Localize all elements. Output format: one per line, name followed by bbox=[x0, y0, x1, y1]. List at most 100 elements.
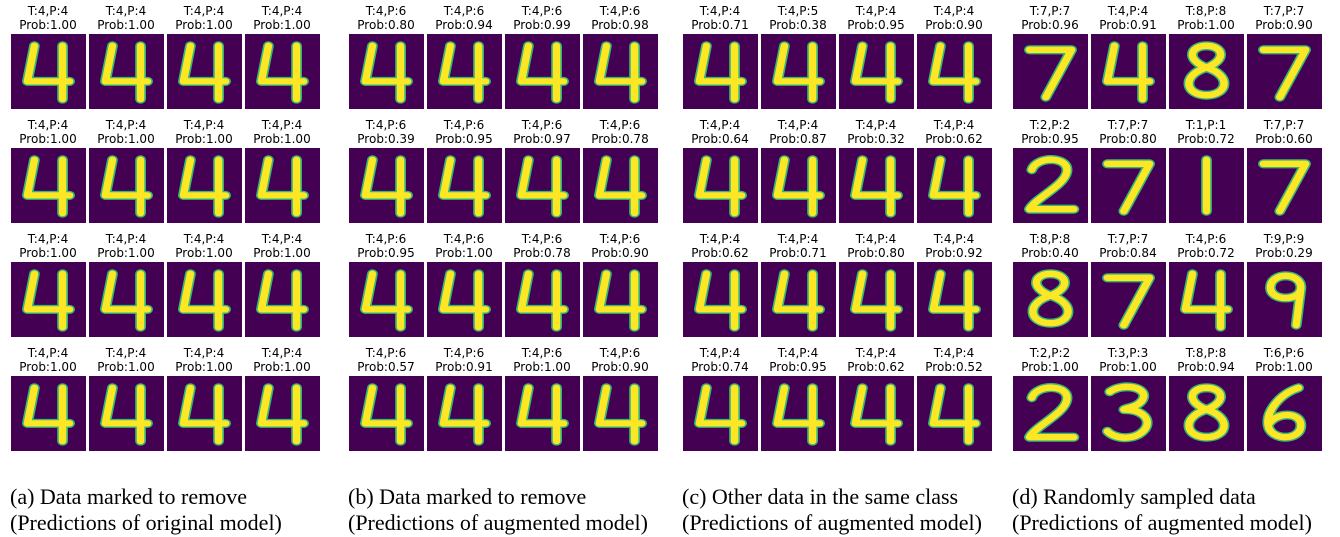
probability-label: Prob:0.90 bbox=[591, 360, 649, 374]
digit-glyph bbox=[594, 155, 647, 218]
probability-label: Prob:0.95 bbox=[435, 132, 493, 146]
true-pred-label: T:4,P:6 bbox=[521, 346, 563, 360]
digit-image bbox=[917, 376, 992, 451]
digit-image bbox=[1013, 376, 1088, 451]
sample-cell: T:6,P:6 Prob:1.00 bbox=[1246, 346, 1322, 452]
digit-glyph bbox=[516, 269, 569, 332]
digit-stroke bbox=[1185, 42, 1228, 99]
digit-image bbox=[245, 148, 320, 223]
probability-label: Prob:1.00 bbox=[97, 132, 155, 146]
sample-cell: T:4,P:6 Prob:1.00 bbox=[504, 346, 580, 452]
sample-cell: T:4,P:4 Prob:0.95 bbox=[838, 4, 914, 110]
digit-image bbox=[683, 376, 758, 451]
digit-glyph bbox=[1024, 155, 1080, 214]
true-pred-label: T:4,P:4 bbox=[933, 4, 975, 18]
caption-line-2: (Predictions of augmented model) bbox=[1012, 510, 1312, 535]
true-pred-label: T:7,P:7 bbox=[1107, 118, 1149, 132]
true-pred-label: T:4,P:4 bbox=[1107, 4, 1149, 18]
digit-stroke bbox=[361, 156, 412, 217]
probability-label: Prob:0.91 bbox=[435, 360, 493, 374]
sample-cell: T:4,P:4 Prob:1.00 bbox=[166, 118, 242, 224]
true-pred-label: T:7,P:7 bbox=[1107, 232, 1149, 246]
probability-label: Prob:1.00 bbox=[1021, 360, 1079, 374]
sample-cell: T:4,P:6 Prob:0.94 bbox=[426, 4, 502, 110]
panel-caption: (b) Data marked to remove (Predictions o… bbox=[348, 484, 648, 536]
digit-glyph bbox=[1183, 41, 1230, 100]
digit-stroke bbox=[361, 270, 412, 331]
digit-stroke bbox=[257, 270, 308, 331]
true-pred-label: T:4,P:6 bbox=[599, 4, 641, 18]
digit-glyph bbox=[928, 383, 981, 446]
probability-label: Prob:1.00 bbox=[97, 360, 155, 374]
true-pred-label: T:4,P:4 bbox=[183, 118, 225, 132]
digit-image bbox=[89, 262, 164, 337]
digit-image bbox=[1169, 34, 1244, 109]
probability-label: Prob:0.29 bbox=[1255, 246, 1313, 260]
sample-cell: T:4,P:4 Prob:1.00 bbox=[166, 232, 242, 338]
digit-stroke bbox=[257, 384, 308, 445]
digit-glyph bbox=[360, 383, 413, 446]
digit-stroke bbox=[23, 156, 74, 217]
sample-cell: T:2,P:2 Prob:1.00 bbox=[1012, 346, 1088, 452]
true-pred-label: T:4,P:4 bbox=[27, 232, 69, 246]
digit-stroke bbox=[1025, 46, 1076, 101]
true-pred-label: T:4,P:4 bbox=[699, 232, 741, 246]
digit-glyph bbox=[516, 383, 569, 446]
digit-glyph bbox=[850, 383, 903, 446]
sample-cell: T:4,P:4 Prob:0.87 bbox=[760, 118, 836, 224]
true-pred-label: T:4,P:4 bbox=[855, 4, 897, 18]
probability-label: Prob:1.00 bbox=[19, 132, 77, 146]
digit-image bbox=[583, 376, 658, 451]
digit-stroke bbox=[1103, 274, 1154, 329]
panel-caption: (a) Data marked to remove (Predictions o… bbox=[10, 484, 282, 536]
digit-stroke bbox=[439, 42, 490, 103]
digit-glyph bbox=[1102, 41, 1155, 104]
true-pred-label: T:4,P:6 bbox=[521, 118, 563, 132]
digit-image bbox=[11, 34, 86, 109]
digit-image bbox=[917, 262, 992, 337]
sample-cell: T:4,P:4 Prob:0.62 bbox=[682, 232, 758, 338]
probability-label: Prob:1.00 bbox=[175, 18, 233, 32]
digit-image bbox=[1247, 262, 1322, 337]
probability-label: Prob:1.00 bbox=[97, 246, 155, 260]
digit-stroke bbox=[695, 156, 746, 217]
digit-glyph bbox=[22, 155, 75, 218]
digit-glyph bbox=[928, 269, 981, 332]
digit-image bbox=[89, 34, 164, 109]
digit-glyph bbox=[360, 155, 413, 218]
digit-image bbox=[683, 34, 758, 109]
digit-stroke bbox=[929, 270, 980, 331]
true-pred-label: T:4,P:4 bbox=[699, 4, 741, 18]
digit-stroke bbox=[257, 156, 308, 217]
sample-cell: T:7,P:7 Prob:0.60 bbox=[1246, 118, 1322, 224]
true-pred-label: T:4,P:4 bbox=[699, 118, 741, 132]
digit-stroke bbox=[1185, 384, 1228, 441]
sample-cell: T:4,P:6 Prob:0.91 bbox=[426, 346, 502, 452]
true-pred-label: T:4,P:4 bbox=[261, 232, 303, 246]
probability-label: Prob:0.91 bbox=[1099, 18, 1157, 32]
digit-glyph bbox=[256, 383, 309, 446]
sample-cell: T:4,P:4 Prob:1.00 bbox=[166, 4, 242, 110]
digit-image bbox=[583, 34, 658, 109]
digit-image bbox=[167, 262, 242, 337]
digit-glyph bbox=[438, 269, 491, 332]
digit-glyph bbox=[772, 155, 825, 218]
probability-label: Prob:0.98 bbox=[591, 18, 649, 32]
probability-label: Prob:0.71 bbox=[769, 246, 827, 260]
digit-glyph bbox=[694, 383, 747, 446]
sample-cell: T:4,P:4 Prob:1.00 bbox=[244, 118, 320, 224]
digit-stroke bbox=[695, 270, 746, 331]
digit-stroke bbox=[929, 156, 980, 217]
digit-glyph bbox=[1102, 273, 1155, 330]
digit-stroke bbox=[695, 384, 746, 445]
digit-stroke bbox=[179, 384, 230, 445]
digit-stroke bbox=[929, 42, 980, 103]
probability-label: Prob:1.00 bbox=[1177, 18, 1235, 32]
probability-label: Prob:1.00 bbox=[253, 360, 311, 374]
sample-cell: T:4,P:6 Prob:0.95 bbox=[348, 232, 424, 338]
sample-cell: T:7,P:7 Prob:0.90 bbox=[1246, 4, 1322, 110]
digit-stroke bbox=[1264, 384, 1305, 441]
probability-label: Prob:0.52 bbox=[925, 360, 983, 374]
digit-stroke bbox=[929, 384, 980, 445]
probability-label: Prob:0.72 bbox=[1177, 246, 1235, 260]
